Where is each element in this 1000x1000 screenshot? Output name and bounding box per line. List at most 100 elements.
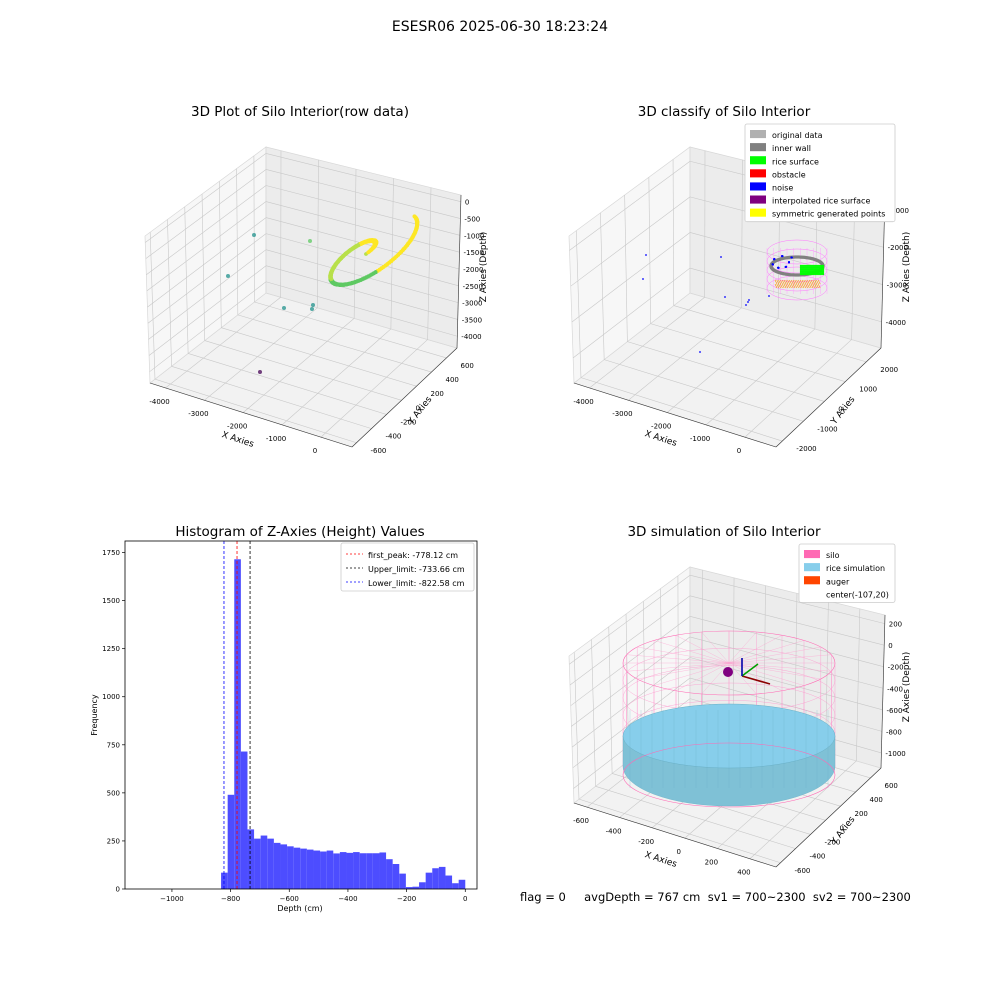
noise-point xyxy=(771,263,774,266)
histogram-bar xyxy=(273,842,281,889)
grid-line xyxy=(628,307,742,401)
data-point xyxy=(414,226,418,231)
y-tick-label: -600 xyxy=(795,867,811,875)
symmetric-point xyxy=(792,283,796,289)
grid-line xyxy=(265,185,461,236)
y-tick-label: 750 xyxy=(107,741,120,749)
grid-line xyxy=(148,249,267,340)
y-tick-label: 500 xyxy=(107,789,120,797)
z-tick-label: -2000 xyxy=(888,244,908,252)
silo-roof-strut xyxy=(728,662,757,694)
y-tick-label: 0 xyxy=(838,405,842,413)
noise-point xyxy=(776,266,779,269)
grid-line xyxy=(689,677,883,732)
point-cloud xyxy=(226,214,420,374)
z-axis-label: Z Axies (Depth) xyxy=(479,232,489,303)
rice-surface-point xyxy=(817,264,821,268)
grid-line xyxy=(265,153,461,203)
legend-swatch xyxy=(804,550,820,559)
rice-surface-point xyxy=(809,272,813,276)
symmetric-point xyxy=(789,279,792,285)
noise-point xyxy=(787,261,790,264)
histogram-bar xyxy=(346,852,354,889)
data-point xyxy=(354,245,358,249)
symmetric-point xyxy=(810,279,814,285)
grid-line xyxy=(689,636,884,689)
reference-lines xyxy=(223,541,251,889)
grid-line xyxy=(650,323,846,382)
rice-surface-point xyxy=(815,264,819,268)
noise-point xyxy=(781,255,784,258)
rice-surface-point xyxy=(807,270,811,274)
y-tick-label: -2000 xyxy=(796,445,816,453)
symmetric-point xyxy=(796,283,799,289)
histogram-bar xyxy=(392,864,400,889)
z-tick-label: -4000 xyxy=(886,319,906,327)
figure-title: ESESR06 2025-06-30 18:23:24 xyxy=(392,19,608,35)
grid-line xyxy=(184,206,189,354)
silo-roof-strut xyxy=(728,646,821,664)
x-tick-label: 0 xyxy=(463,895,467,903)
silo-roof-strut xyxy=(626,662,730,672)
data-point xyxy=(347,281,351,286)
status-footer: flag = 0 avgDepth = 767 cm sv1 = 700~230… xyxy=(520,890,911,904)
histogram-bar xyxy=(240,751,248,889)
y-tick-label: -200 xyxy=(401,418,417,426)
noise-point xyxy=(748,299,750,301)
z-axis-label: Z Axies (Depth) xyxy=(902,652,912,723)
silo-roof-strut xyxy=(626,654,730,664)
histogram-bar xyxy=(306,849,314,889)
histogram-bar xyxy=(227,794,235,889)
data-point xyxy=(355,279,359,283)
grid-line xyxy=(673,305,867,363)
symmetric-point xyxy=(803,283,807,289)
grid-line xyxy=(571,636,691,727)
grid-line xyxy=(627,341,825,402)
silo-roof-strut xyxy=(701,662,730,694)
legend-label: first_peak: -778.12 cm xyxy=(368,551,458,560)
rice-surface-point xyxy=(815,268,819,272)
x-tick-label: -4000 xyxy=(149,398,169,406)
rice-surface-point xyxy=(809,268,813,272)
x-tick-label: −600 xyxy=(280,895,299,903)
grid-line xyxy=(147,233,267,324)
y-tick-label: 600 xyxy=(885,782,898,790)
data-point xyxy=(330,268,335,272)
legend-swatch xyxy=(750,143,766,152)
symmetric-point xyxy=(798,279,801,285)
outlier-point xyxy=(311,303,315,307)
data-point xyxy=(339,256,344,261)
grid-line xyxy=(145,169,267,259)
grid-line xyxy=(390,178,394,329)
symmetric-point xyxy=(808,279,812,285)
grid-line xyxy=(589,296,705,389)
x-tick-label: -400 xyxy=(606,827,622,835)
silo-roof-strut xyxy=(675,635,730,664)
x-tick-label: 0 xyxy=(313,447,317,455)
histogram-bar xyxy=(333,853,340,889)
data-point xyxy=(333,281,338,286)
silo-roof-strut xyxy=(653,640,730,664)
z-tick-label: -800 xyxy=(886,728,902,736)
z-tick-label: -3500 xyxy=(462,316,482,324)
y-tick-label: 200 xyxy=(855,810,868,818)
rice-surface-point xyxy=(809,266,813,270)
symmetric-point xyxy=(798,283,801,289)
center-marker xyxy=(723,667,733,677)
grid-line xyxy=(148,265,267,356)
histogram-bar xyxy=(372,853,380,889)
outlier-point xyxy=(308,239,312,243)
y-tick-label: 0 xyxy=(416,404,420,412)
grid-line xyxy=(204,340,402,401)
silo-roof-strut xyxy=(728,632,757,664)
symmetric-point xyxy=(808,283,812,289)
x-tick-label: −400 xyxy=(338,895,357,903)
grid-line xyxy=(580,377,783,442)
histogram-bar xyxy=(326,850,334,889)
histogram-bar xyxy=(339,852,347,889)
grid-line xyxy=(660,588,663,735)
grid-line xyxy=(591,639,596,787)
histogram-bar xyxy=(366,853,373,889)
x-axis-label: X Axies xyxy=(220,430,255,450)
symmetric-point xyxy=(783,279,787,285)
